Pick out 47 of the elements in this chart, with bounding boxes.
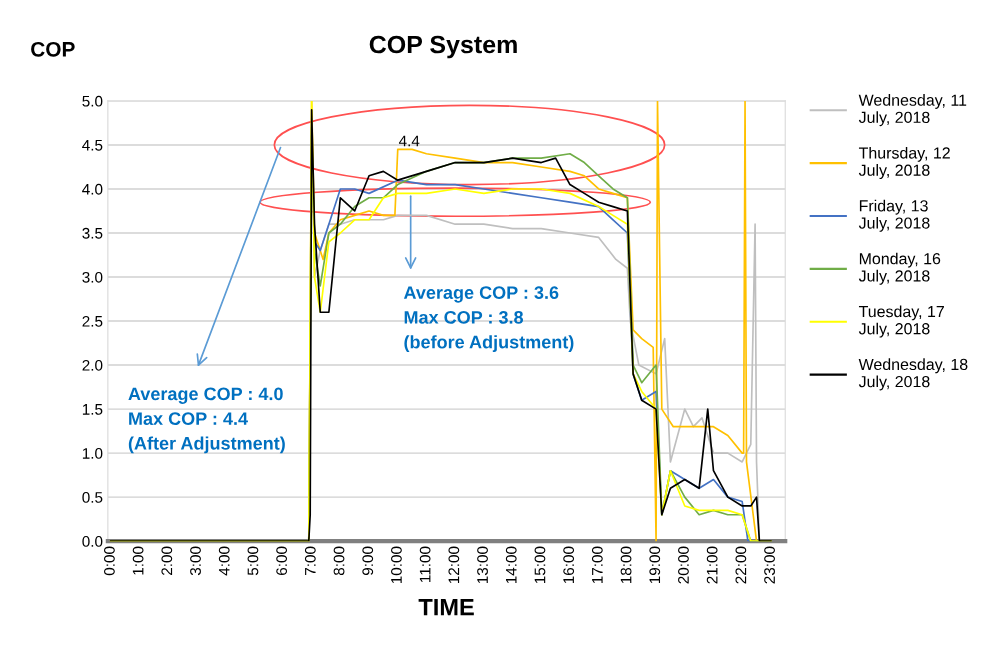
x-tick-label: 4:00 [218,546,230,576]
legend-label: Tuesday, 17 July, 2018 [858,305,944,338]
y-tick-label: 2.0 [82,359,103,371]
legend-label: Friday, 13 July, 2018 [858,199,930,232]
annotation: Average COP : 4.0 Max COP : 4.4 (After Adjustment) [128,387,285,454]
legend-label: Wednesday, 18 July, 2018 [858,358,968,391]
y-tick-label: 2.5 [82,315,103,327]
x-tick-label: 23:00 [764,546,775,584]
y-tick-label: 3.0 [82,271,103,283]
x-tick-label: 22:00 [735,546,747,584]
x-tick-label: 11:00 [419,546,431,582]
x-tick-label: 17:00 [591,546,603,584]
x-tick-label: 15:00 [534,546,546,584]
y-tick-label: 0.5 [82,492,103,503]
x-tick-label: 16:00 [563,546,575,584]
x-tick-label: 20:00 [678,546,689,584]
x-tick-label: 1:00 [132,546,144,575]
x-tick-label: 3:00 [190,546,201,576]
y-tick-label: 4.0 [82,183,103,195]
y-tick-label: 5.0 [82,95,103,107]
x-tick-label: 2:00 [161,546,173,575]
annotation: 4.4 [398,135,420,147]
x-tick-label: 14:00 [505,546,517,584]
y-tick-label: 1.0 [82,447,103,459]
legend-label: Thursday, 12 July, 2018 [858,146,950,180]
legend-label: Monday, 16 July, 2018 [858,252,941,285]
x-tick-label: 5:00 [247,546,259,576]
x-tick-label: 10:00 [391,546,402,584]
x-axis-title: TIME [418,599,474,616]
x-tick-label: 9:00 [362,546,374,576]
x-tick-label: 6:00 [276,546,288,575]
annotation: Average COP : 3.6 Max COP : 3.8 (before Adjustment) [403,286,574,353]
y-tick-label: 4.5 [82,139,103,151]
chart-title: COP System [369,35,517,59]
legend-label: Wednesday, 11 July, 2018 [858,94,967,127]
y-tick-label: 3.5 [82,227,103,239]
y-axis-title: COP [31,41,75,57]
x-tick-label: 8:00 [333,546,345,576]
x-tick-label: 12:00 [448,546,460,584]
x-tick-label: 7:00 [304,546,316,575]
x-tick-label: 19:00 [649,546,661,584]
x-tick-label: 0:00 [104,546,115,576]
x-tick-label: 21:00 [706,546,718,584]
y-tick-label: 1.5 [82,404,103,415]
x-tick-label: 13:00 [477,546,488,584]
y-tick-label: 0.0 [82,536,103,547]
x-tick-label: 18:00 [620,546,632,584]
